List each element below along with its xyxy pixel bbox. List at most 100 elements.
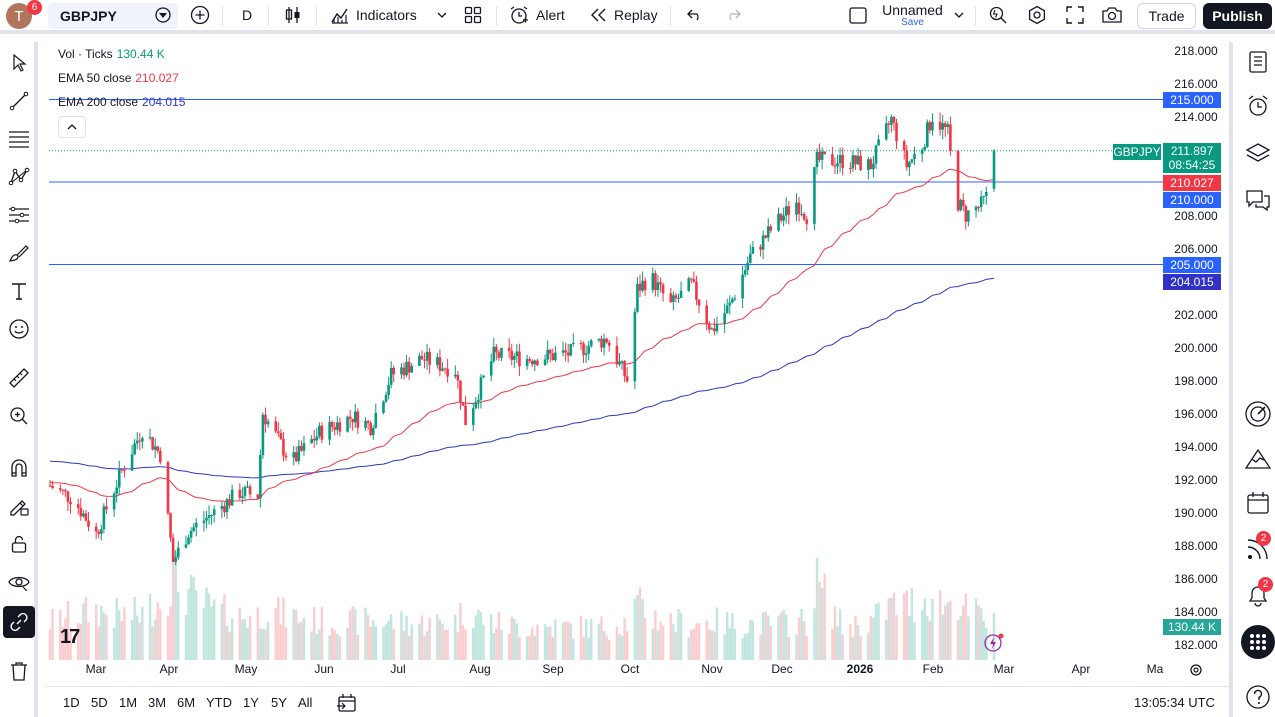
- layouts-grid-icon[interactable]: [461, 0, 485, 30]
- interval-button[interactable]: D: [241, 7, 253, 23]
- object-tree-layers-icon[interactable]: [1243, 138, 1273, 168]
- candle-body: [859, 155, 862, 170]
- help-question-icon[interactable]: [1243, 682, 1273, 712]
- candle-body: [223, 506, 226, 513]
- candle-body: [384, 394, 388, 402]
- candle-body: [418, 355, 421, 366]
- legend-volume[interactable]: Vol · Ticks 130.44 K: [58, 47, 165, 61]
- forecasting-tool-icon[interactable]: [5, 201, 33, 229]
- indicators-dropdown-chevron-icon[interactable]: [434, 0, 450, 30]
- settings-gear-icon[interactable]: [1025, 0, 1049, 30]
- range-button-all[interactable]: All: [298, 695, 313, 710]
- volume-bar: [713, 631, 716, 660]
- indicators-button[interactable]: Indicators: [330, 0, 417, 30]
- candle-body: [620, 361, 624, 363]
- products-apps-icon[interactable]: [1241, 625, 1275, 659]
- volume-bar: [543, 624, 547, 660]
- lock-drawings-icon[interactable]: [5, 530, 33, 558]
- drawing-toolbar: [0, 42, 38, 717]
- quick-search-icon[interactable]: [986, 0, 1010, 30]
- volume-bar: [364, 607, 367, 660]
- chart-type-candles-icon[interactable]: [280, 0, 306, 30]
- price-chart[interactable]: [0, 0, 1229, 686]
- publish-button[interactable]: Publish: [1203, 3, 1272, 29]
- clock-timezone[interactable]: 13:05:34 UTC: [1134, 695, 1215, 710]
- layout-name-button[interactable]: Unnamed Save: [870, 2, 955, 30]
- undo-icon[interactable]: [684, 0, 706, 30]
- candle-body: [120, 469, 124, 471]
- candle-body: [336, 422, 339, 430]
- layout-checkbox-icon[interactable]: [846, 0, 870, 30]
- candle-body: [405, 361, 408, 376]
- candle-body: [446, 368, 449, 377]
- candle-body: [913, 153, 916, 160]
- volume-bar: [264, 629, 267, 660]
- range-button-3m[interactable]: 3M: [148, 695, 167, 710]
- range-button-1y[interactable]: 1Y: [243, 695, 259, 710]
- time-axis-label: Mar: [85, 662, 107, 676]
- alert-button[interactable]: Alert: [508, 0, 565, 30]
- volume-bar: [536, 624, 539, 660]
- zoom-in-icon[interactable]: [5, 402, 33, 430]
- emoji-tool-icon[interactable]: [5, 315, 33, 343]
- screenshot-camera-icon[interactable]: [1099, 0, 1125, 30]
- volume-bar: [733, 628, 737, 660]
- fib-retracement-tool-icon[interactable]: [5, 125, 33, 153]
- candle-body: [310, 438, 313, 444]
- technicals-gauge-icon[interactable]: [1243, 399, 1273, 429]
- volume-bar: [856, 624, 860, 660]
- volume-bar: [851, 636, 855, 660]
- fullscreen-icon[interactable]: [1063, 0, 1087, 30]
- hide-drawings-eye-icon[interactable]: [5, 568, 33, 596]
- alerts-clock-icon[interactable]: [1243, 91, 1273, 121]
- ideas-mountain-icon[interactable]: [1243, 444, 1273, 474]
- legend-collapse-button[interactable]: [58, 116, 86, 138]
- cursor-tool-icon[interactable]: [5, 49, 33, 77]
- sync-drawings-link-icon[interactable]: [3, 606, 35, 638]
- remove-drawings-trash-icon[interactable]: [5, 657, 33, 685]
- legend-ema50[interactable]: EMA 50 close 210.027: [58, 71, 179, 85]
- magnet-icon[interactable]: [5, 454, 33, 482]
- trend-line-tool-icon[interactable]: [5, 87, 33, 115]
- stay-in-drawing-mode-icon[interactable]: [5, 492, 33, 520]
- volume-bar: [600, 616, 603, 660]
- watchlist-icon[interactable]: [1243, 47, 1273, 77]
- compare-add-symbol-icon[interactable]: [187, 0, 213, 30]
- volume-bar: [61, 627, 65, 660]
- candle-body: [677, 297, 680, 299]
- volume-bar: [787, 636, 790, 660]
- ruler-measure-icon[interactable]: [5, 364, 33, 392]
- pattern-tool-icon[interactable]: [5, 163, 33, 191]
- chats-icon[interactable]: [1243, 185, 1273, 215]
- range-button-ytd[interactable]: YTD: [206, 695, 232, 710]
- legend-ema200[interactable]: EMA 200 close 204.015: [58, 95, 185, 109]
- brush-tool-icon[interactable]: [5, 239, 33, 267]
- axis-settings-gear-icon[interactable]: [1186, 660, 1206, 680]
- redo-icon[interactable]: [722, 0, 744, 30]
- range-button-6m[interactable]: 6M: [177, 695, 196, 710]
- text-tool-icon[interactable]: [5, 277, 33, 305]
- candle-body: [731, 299, 734, 303]
- volume-bar: [295, 609, 298, 660]
- range-button-5d[interactable]: 5D: [91, 695, 108, 710]
- candle-body: [615, 345, 619, 365]
- candle-body: [872, 163, 875, 170]
- lightning-icon[interactable]: [981, 630, 1005, 654]
- candle-body: [420, 355, 424, 360]
- range-button-1m[interactable]: 1M: [119, 695, 138, 710]
- volume-bar: [982, 620, 985, 660]
- replay-button[interactable]: Replay: [590, 0, 658, 30]
- range-button-1d[interactable]: 1D: [63, 695, 80, 710]
- symbol-options-icon[interactable]: [152, 0, 174, 30]
- date-range-calendar-icon[interactable]: [336, 687, 358, 717]
- trade-button[interactable]: Trade: [1137, 3, 1196, 29]
- volume-bar: [66, 601, 70, 660]
- calendar-icon[interactable]: [1243, 488, 1273, 518]
- layout-dropdown-chevron-icon[interactable]: [951, 0, 967, 30]
- candle-body: [636, 283, 639, 312]
- hline-tag-210: 210.000: [1163, 192, 1221, 208]
- volume-bar: [171, 560, 175, 660]
- range-button-5y[interactable]: 5Y: [271, 695, 287, 710]
- candle-body: [818, 151, 821, 160]
- volume-bar: [356, 634, 360, 660]
